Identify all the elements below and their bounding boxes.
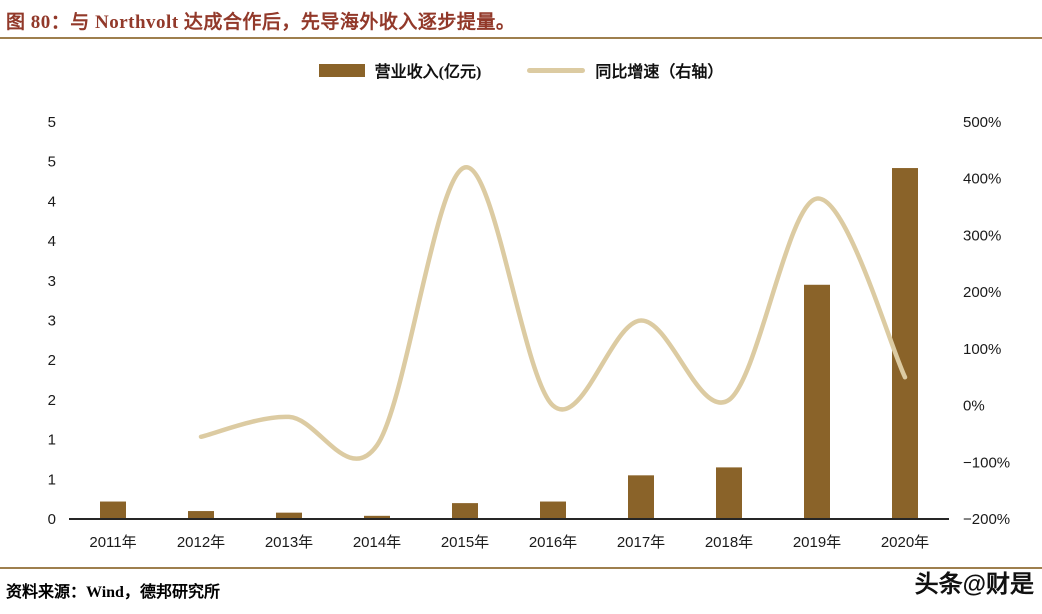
y-right-tick-label: 500% [963,114,1001,131]
revenue-bar [540,501,566,519]
legend-label-revenue: 营业收入(亿元) [374,64,482,81]
revenue-bar [452,503,478,519]
x-tick-label: 2013年 [265,534,313,551]
bar-swatch [318,63,365,77]
y-right-tick-label: 200% [963,284,1001,301]
y-left-tick-label: 1 [48,432,56,449]
legend-item-growth: 同比增速（右轴） [527,58,723,82]
y-left-tick-label: 1 [48,471,56,488]
x-tick-label: 2011年 [89,534,136,551]
y-left-tick-label: 3 [48,273,56,290]
y-left-tick-label: 5 [48,154,56,171]
chart-legend: 营业收入(亿元) 同比增速（右轴） [0,58,1042,82]
x-tick-label: 2015年 [441,534,489,551]
source-note: 资料来源：Wind，德邦研究所 [6,584,220,601]
y-left-tick-label: 0 [48,511,56,528]
y-right-tick-label: −200% [963,511,1010,528]
y-right-tick-label: 400% [963,171,1001,188]
y-right-tick-label: −100% [963,454,1010,471]
title-divider [0,37,1042,39]
x-tick-label: 2018年 [705,534,753,551]
y-left-tick-label: 5 [48,114,56,131]
x-tick-label: 2017年 [617,534,665,551]
footer-divider [0,567,1042,569]
y-right-tick-label: 0% [963,398,985,415]
line-swatch [527,67,586,73]
y-left-tick-label: 4 [48,193,56,210]
figure-title: 图 80：与 Northvolt 达成合作后，先导海外收入逐步提量。 [6,12,516,33]
x-tick-label: 2016年 [529,534,577,551]
revenue-bar [100,501,126,519]
x-tick-label: 2012年 [177,534,225,551]
revenue-bar [276,512,302,519]
watermark: 头条@财是 [914,571,1034,598]
y-left-tick-label: 4 [48,233,56,250]
x-tick-label: 2019年 [793,534,841,551]
revenue-bar [188,511,214,519]
y-left-tick-label: 2 [48,352,56,369]
revenue-bar [628,475,654,519]
y-right-tick-label: 100% [963,341,1001,358]
x-tick-label: 2014年 [353,534,401,551]
growth-line [198,165,908,461]
y-left-tick-label: 2 [48,392,56,409]
x-tick-label: 2020年 [881,534,929,551]
revenue-bar [804,284,830,519]
legend-item-revenue: 营业收入(亿元) [318,58,482,82]
revenue-bar [716,467,742,519]
revenue-bar [364,515,390,519]
revenue-bar [892,168,918,519]
y-right-tick-label: 300% [963,227,1001,244]
y-left-tick-label: 3 [48,313,56,330]
legend-label-growth: 同比增速（右轴） [595,64,724,81]
